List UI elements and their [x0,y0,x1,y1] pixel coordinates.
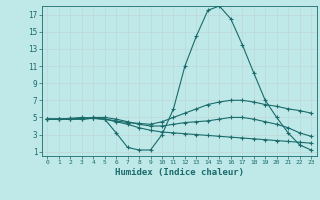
X-axis label: Humidex (Indice chaleur): Humidex (Indice chaleur) [115,168,244,177]
